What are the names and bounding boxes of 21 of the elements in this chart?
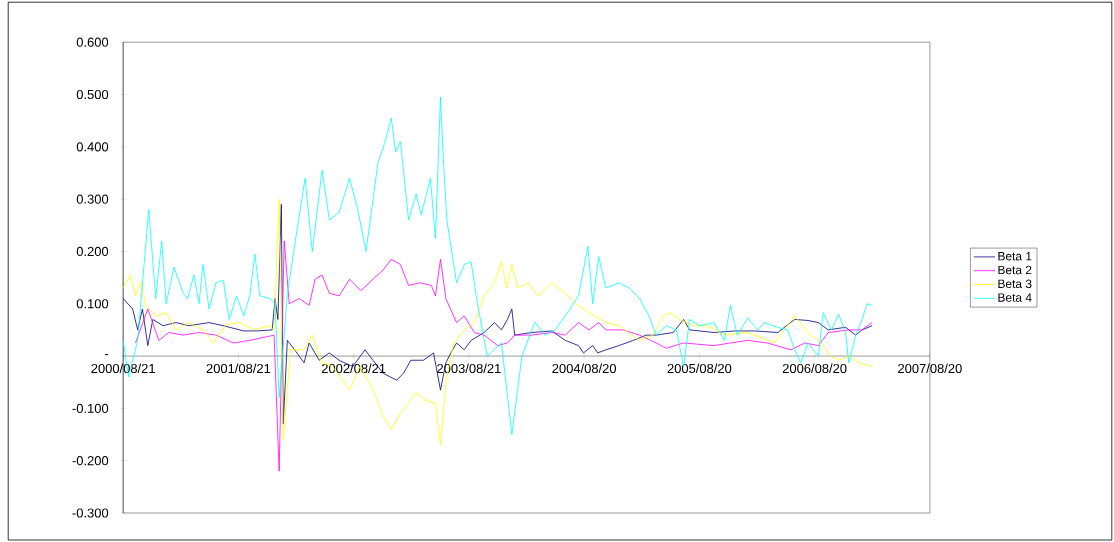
- x-tick-label: 2006/08/20: [782, 363, 847, 373]
- x-tick-label: 2007/08/20: [898, 363, 962, 373]
- legend-label: Beta 1: [998, 251, 1032, 261]
- x-tick-label: 2005/08/20: [667, 363, 732, 373]
- y-tick-label: -0.200: [72, 456, 109, 466]
- y-tick-label: -0.300: [72, 508, 109, 518]
- y-tick-label: 0.300: [76, 194, 109, 204]
- legend-label: Beta 2: [998, 265, 1032, 275]
- y-tick-label: 0.200: [76, 246, 109, 256]
- y-tick-label: 0.500: [76, 89, 109, 99]
- y-tick-label: 0.100: [76, 299, 109, 309]
- y-tick-label: 0.600: [76, 37, 109, 47]
- y-tick-label: -0.100: [72, 403, 109, 413]
- legend-label: Beta 4: [998, 293, 1032, 302]
- y-tick-label: 0.400: [76, 142, 109, 152]
- y-tick-label: -: [104, 353, 109, 355]
- x-tick-label: 2001/08/21: [206, 363, 271, 373]
- legend-label: Beta 3: [998, 279, 1032, 288]
- x-tick-label: 2000/08/21: [91, 363, 155, 373]
- x-tick-label: 2004/08/20: [552, 363, 617, 373]
- x-tick-label: 2003/08/21: [437, 363, 501, 373]
